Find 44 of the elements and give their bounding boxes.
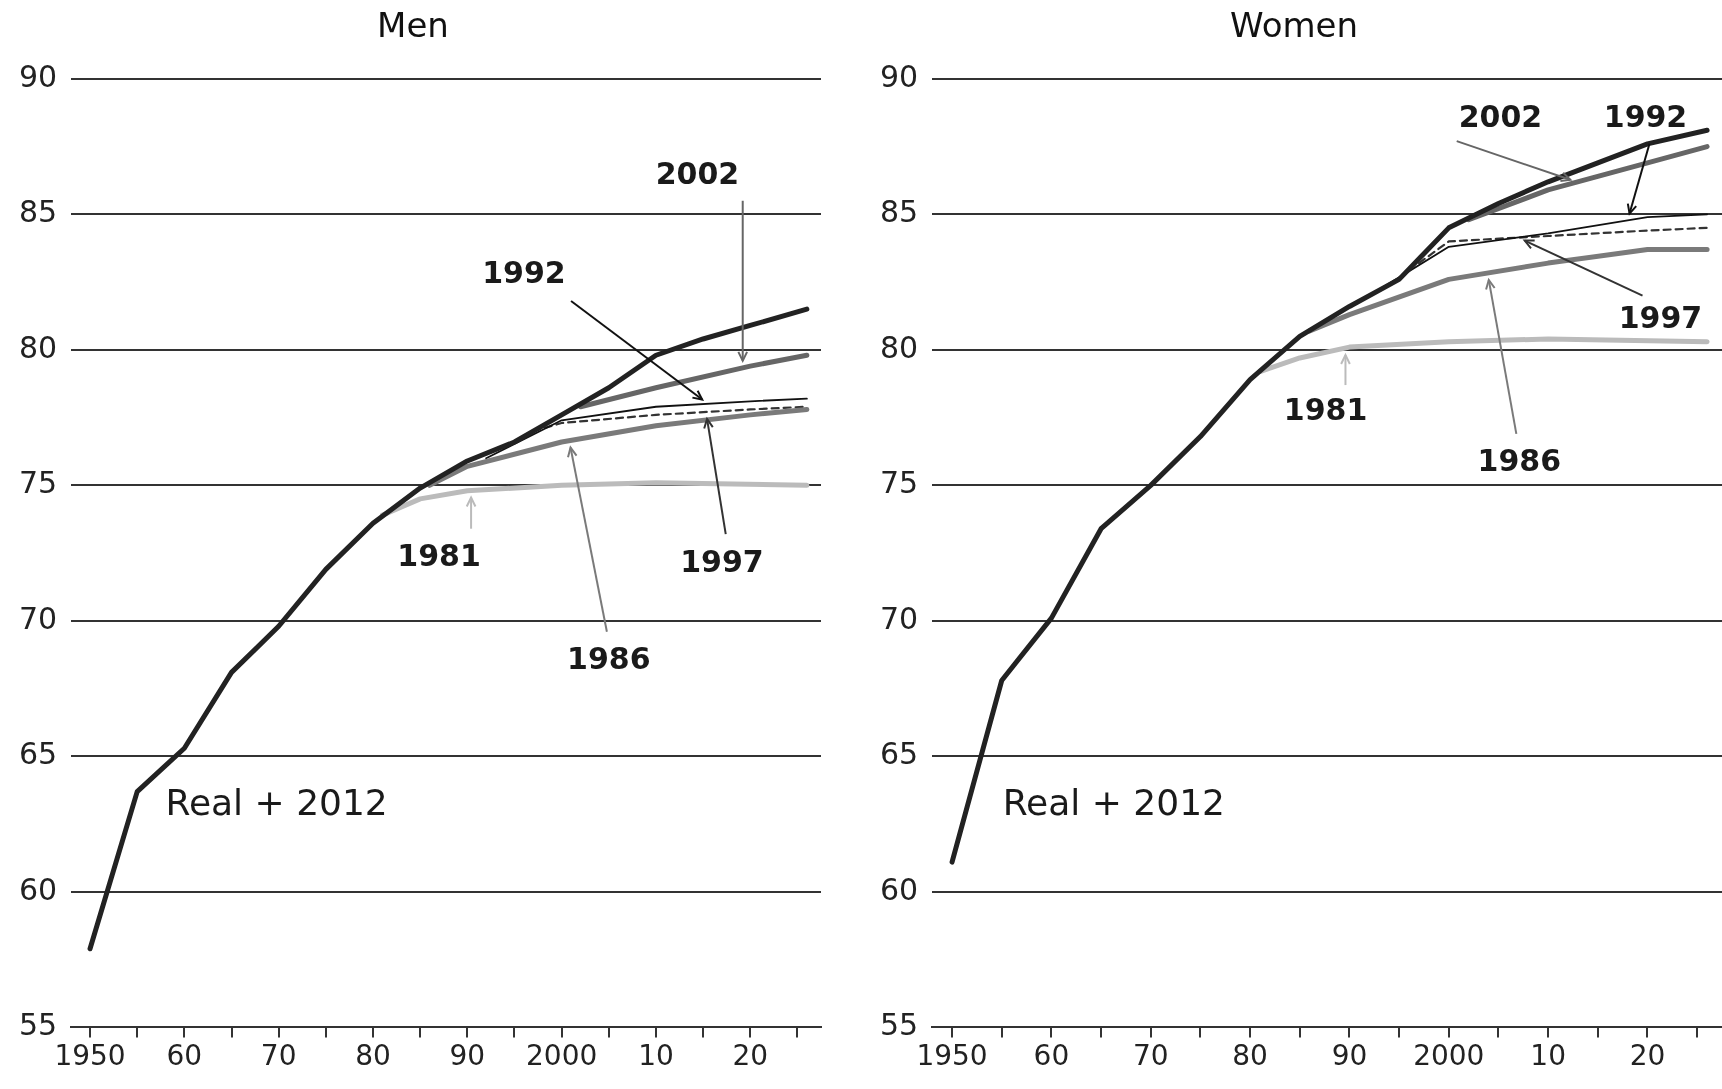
y-tick-label: 65 <box>18 736 58 772</box>
text: 1992 <box>482 255 566 291</box>
x-tick-label: 1950 <box>916 1039 988 1073</box>
x-tick-label: 60 <box>1033 1039 1070 1073</box>
y-tick-label: 80 <box>879 329 919 365</box>
text: 1986 <box>1477 443 1562 479</box>
text: 1992 <box>1603 99 1688 135</box>
legend-label: 1981 <box>397 538 481 574</box>
y-tick-label: 75 <box>879 465 919 501</box>
text: 1997 <box>1618 299 1703 335</box>
x-tick-label: 10 <box>638 1039 674 1073</box>
x-tick-label: 90 <box>449 1039 486 1073</box>
y-tick-label: 60 <box>879 871 919 907</box>
legend-label: 1981 <box>1283 391 1368 427</box>
y-tick-label: 60 <box>18 871 58 907</box>
chart-title: Women <box>1229 5 1359 46</box>
y-tick-label: 80 <box>18 329 58 365</box>
y-tick-label: 70 <box>18 600 58 636</box>
y-tick-label: 55 <box>879 1007 919 1043</box>
x-tick-label: 60 <box>166 1039 203 1073</box>
x-tick-label: 80 <box>355 1039 391 1073</box>
x-tick-label: 2000 <box>1413 1039 1485 1073</box>
x-tick-label: 80 <box>1232 1039 1268 1073</box>
text: 2002 <box>655 156 740 192</box>
y-tick-label: 75 <box>18 465 58 501</box>
y-tick-label: 70 <box>879 600 919 636</box>
series-label: Real + 2012 <box>1002 781 1225 823</box>
x-tick-label: 2000 <box>525 1039 598 1073</box>
series-label: Real + 2012 <box>165 781 388 823</box>
x-tick-label: 20 <box>1629 1039 1666 1073</box>
x-tick-label: 10 <box>1530 1039 1566 1073</box>
y-tick-label: 90 <box>18 58 58 94</box>
series-label: 2002 <box>1458 99 1543 135</box>
y-tick-label: 85 <box>879 194 919 230</box>
x-tick-label: 70 <box>1132 1039 1169 1073</box>
text: 1986 <box>567 641 651 677</box>
y-tick-label: 85 <box>18 194 58 230</box>
x-tick-label: 90 <box>1331 1039 1368 1073</box>
x-tick-label: 20 <box>732 1039 769 1073</box>
text: 1997 <box>680 543 764 579</box>
x-tick-label: 70 <box>260 1039 297 1073</box>
chart-title: Men <box>377 5 449 46</box>
y-tick-label: 90 <box>879 58 919 94</box>
y-tick-label: 65 <box>879 736 919 772</box>
